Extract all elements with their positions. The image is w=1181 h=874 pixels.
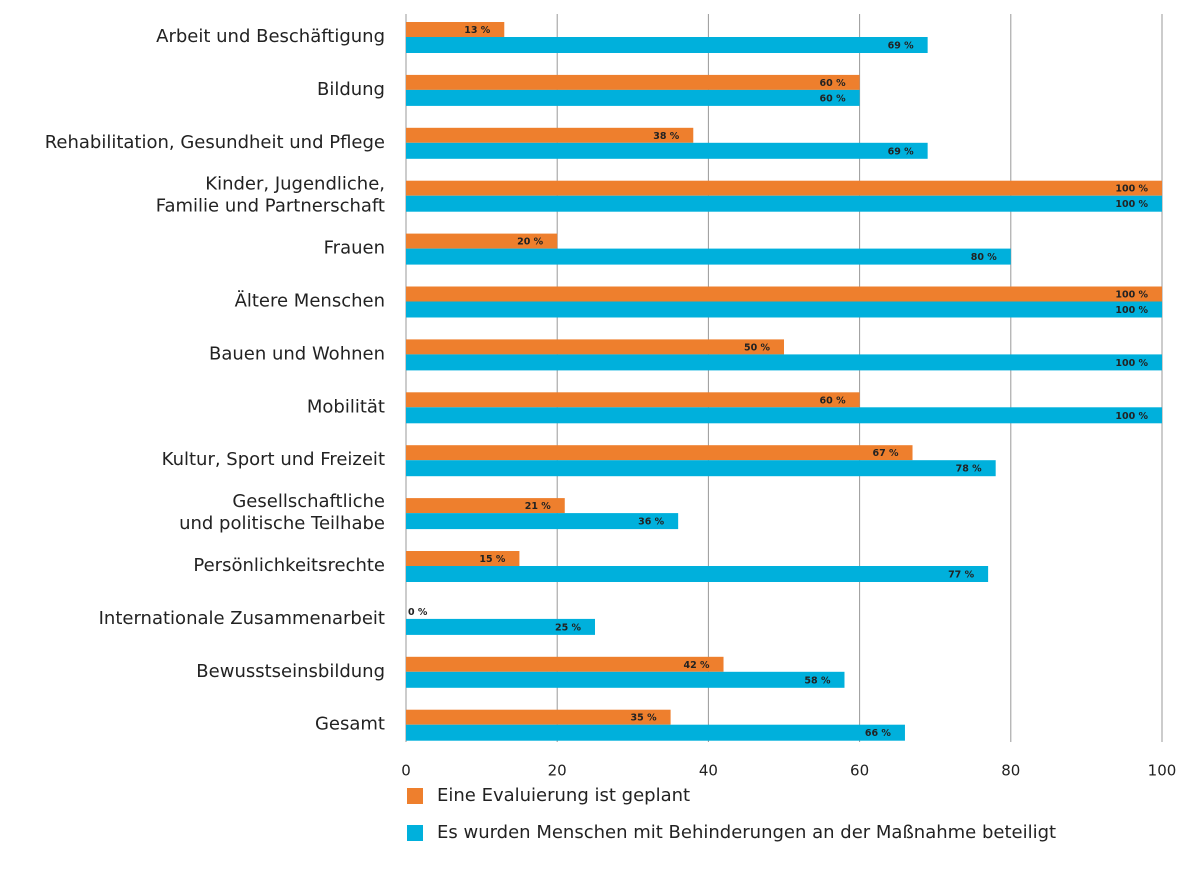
bar	[406, 127, 694, 143]
category-label: Bauen und Wohnen	[209, 343, 385, 364]
value-label: 20 %	[517, 237, 544, 248]
value-label: 0 %	[408, 607, 428, 618]
legend-swatch	[407, 825, 423, 841]
category-label: Kinder, Jugendliche, Familie und Partners…	[156, 174, 385, 217]
value-label: 60 %	[820, 395, 847, 406]
x-tick-label: 0	[401, 762, 411, 780]
bar	[406, 498, 565, 514]
value-label: 100 %	[1115, 184, 1148, 195]
category-label: Arbeit und Beschäftigung	[156, 26, 385, 47]
value-label: 67 %	[872, 448, 899, 459]
value-label: 100 %	[1115, 305, 1148, 316]
value-label: 13 %	[464, 25, 491, 36]
category-label: Mobilität	[307, 396, 385, 417]
legend-swatch	[407, 788, 423, 804]
bar	[406, 354, 1162, 371]
bar	[406, 445, 913, 461]
bar	[406, 392, 860, 408]
bar	[406, 709, 671, 725]
value-label: 78 %	[956, 464, 983, 475]
value-label: 21 %	[525, 501, 552, 512]
x-tick-label: 40	[699, 762, 718, 780]
category-label: Gesamt	[315, 714, 385, 735]
category-label: Gesellschaftliche und politische Teilhabe	[179, 491, 385, 534]
value-label: 60 %	[820, 93, 847, 104]
bar	[406, 671, 845, 688]
value-label: 100 %	[1115, 290, 1148, 301]
bar	[406, 248, 1011, 265]
bar	[406, 195, 1162, 212]
category-label: Kultur, Sport und Freizeit	[162, 449, 385, 470]
category-label: Internationale Zusammenarbeit	[99, 608, 385, 629]
bar	[406, 286, 1162, 302]
bar	[406, 233, 558, 249]
category-label: Bildung	[317, 79, 385, 100]
bar	[406, 180, 1162, 196]
value-label: 80 %	[971, 252, 998, 263]
value-label: 35 %	[631, 713, 658, 724]
category-label: Persönlichkeitsrechte	[193, 555, 385, 576]
x-tick-label: 60	[850, 762, 869, 780]
value-label: 36 %	[638, 517, 665, 528]
x-tick-label: 20	[548, 762, 567, 780]
bar	[406, 460, 996, 477]
bar	[406, 142, 928, 159]
x-tick-label: 80	[1001, 762, 1020, 780]
bar	[406, 618, 595, 635]
value-label: 69 %	[888, 146, 915, 157]
bar	[406, 74, 860, 90]
value-label: 38 %	[653, 131, 680, 142]
bar	[406, 513, 679, 530]
value-label: 100 %	[1115, 199, 1148, 210]
bar	[406, 656, 724, 672]
legend-label: Eine Evaluierung ist geplant	[437, 785, 690, 806]
value-label: 100 %	[1115, 411, 1148, 422]
value-label: 42 %	[683, 660, 710, 671]
bar	[406, 724, 905, 741]
value-label: 50 %	[744, 342, 771, 353]
value-label: 66 %	[865, 728, 892, 739]
category-label: Bewusstseinsbildung	[196, 661, 385, 682]
bar	[406, 339, 784, 355]
value-label: 25 %	[555, 622, 582, 633]
category-label: Frauen	[324, 238, 385, 259]
value-label: 77 %	[948, 570, 975, 581]
bar	[406, 551, 520, 566]
x-tick-label: 100	[1148, 762, 1177, 780]
value-label: 58 %	[804, 675, 831, 686]
bar	[406, 37, 928, 53]
value-label: 15 %	[479, 554, 506, 565]
bar	[406, 89, 860, 106]
bar	[406, 301, 1162, 318]
bar	[406, 22, 505, 37]
bar	[406, 407, 1162, 424]
value-label: 69 %	[888, 41, 915, 52]
value-label: 60 %	[820, 78, 847, 89]
value-label: 100 %	[1115, 358, 1148, 369]
bar	[406, 566, 989, 582]
legend-label: Es wurden Menschen mit Behinderungen an …	[437, 822, 1056, 843]
category-label: Ältere Menschen	[235, 291, 385, 312]
category-label: Rehabilitation, Gesundheit und Pflege	[45, 132, 385, 153]
